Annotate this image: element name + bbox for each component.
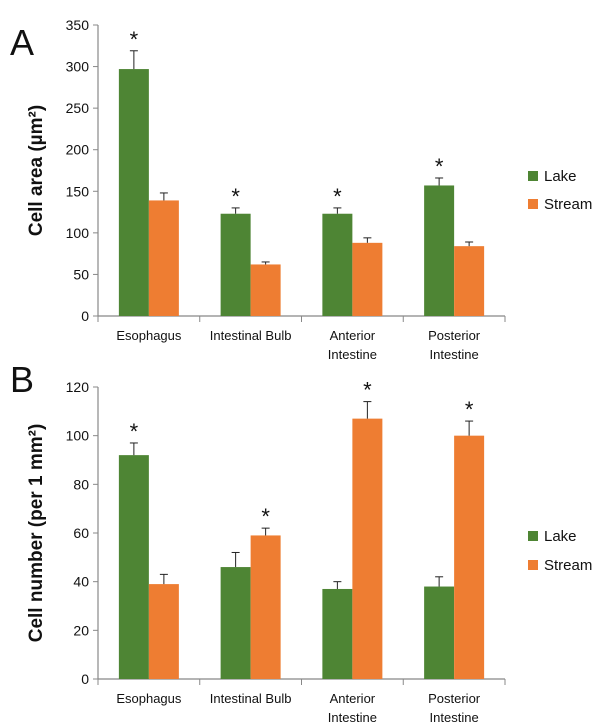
bar-stream (148, 584, 179, 679)
panel-letter: A (10, 22, 34, 63)
y-axis-label: Cell number (per 1 mm²) (26, 424, 47, 643)
legend-swatch-stream (528, 560, 538, 570)
bar-stream (148, 200, 179, 316)
legend-label-stream: Stream (544, 557, 592, 574)
x-tick-label: Intestinal Bulb (210, 328, 292, 343)
legend-swatch-lake (528, 171, 538, 181)
x-tick-label: Intestinal Bulb (210, 691, 292, 706)
legend-label-stream: Stream (544, 196, 592, 213)
significance-star: * (130, 419, 139, 444)
bar-stream (250, 264, 281, 316)
x-tick-label: Posterior (428, 328, 481, 343)
x-tick-label: Intestine (430, 347, 479, 362)
y-tick-label: 350 (66, 17, 90, 33)
x-tick-label: Anterior (330, 691, 376, 706)
y-tick-label: 250 (66, 100, 90, 116)
legend-swatch-lake (528, 531, 538, 541)
x-tick-label: Anterior (330, 328, 376, 343)
y-tick-label: 40 (73, 574, 89, 590)
x-tick-label: Intestine (430, 710, 479, 725)
bar-stream (250, 535, 281, 679)
significance-star: * (465, 397, 474, 422)
bar-lake (322, 588, 353, 679)
x-tick-label: Esophagus (116, 328, 182, 343)
y-axis-label: Cell area (µm²) (26, 105, 47, 236)
bar-stream (352, 418, 383, 679)
y-tick-label: 300 (66, 59, 90, 75)
legend-swatch-stream (528, 199, 538, 209)
bar-lake (118, 455, 149, 679)
y-tick-label: 60 (73, 525, 89, 541)
panel-b: B Cell number (per 1 mm²) 0 20 40 60 80 100 120 *… (10, 359, 592, 725)
significance-star: * (130, 27, 139, 52)
legend-label-lake: Lake (544, 528, 577, 545)
bar-lake (220, 213, 251, 316)
bar-lake (118, 69, 149, 317)
x-tick-label: Intestine (328, 347, 377, 362)
y-tick-label: 100 (66, 428, 90, 444)
significance-star: * (333, 184, 342, 209)
bar-lake (424, 185, 455, 316)
bar-lake (424, 586, 455, 679)
panel-a: A Cell area (µm²) 0 50 100 150 200 250 300 350 * Es… (10, 17, 592, 362)
bar-lake (322, 213, 353, 316)
significance-star: * (231, 184, 240, 209)
x-tick-label: Posterior (428, 691, 481, 706)
x-tick-label: Intestine (328, 710, 377, 725)
x-tick-label: Esophagus (116, 691, 182, 706)
bar-stream (454, 435, 485, 679)
y-tick-label: 200 (66, 142, 90, 158)
y-tick-label: 150 (66, 183, 90, 199)
bar-stream (352, 242, 383, 316)
bar-lake (220, 567, 251, 679)
significance-star: * (435, 154, 444, 179)
y-tick-label: 80 (73, 476, 89, 492)
legend-label-lake: Lake (544, 168, 577, 185)
y-tick-label: 20 (73, 622, 89, 638)
panel-letter: B (10, 359, 34, 400)
significance-star: * (261, 504, 270, 529)
y-tick-label: 0 (81, 671, 89, 687)
bar-stream (454, 246, 485, 316)
y-tick-label: 50 (73, 266, 89, 282)
significance-star: * (363, 378, 372, 403)
y-tick-label: 100 (66, 225, 90, 241)
y-tick-label: 0 (81, 308, 89, 324)
y-tick-label: 120 (66, 379, 90, 395)
